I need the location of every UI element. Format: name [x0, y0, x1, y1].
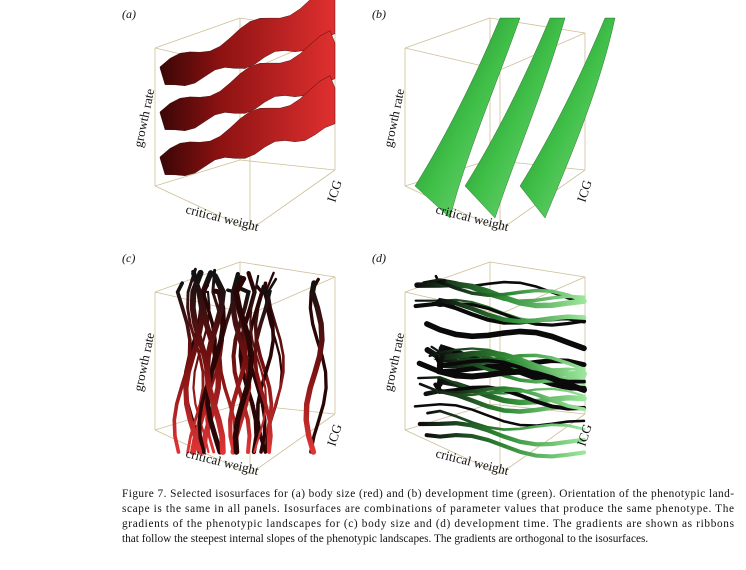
ribbon [232, 275, 255, 455]
panel-label: (c) [122, 251, 135, 265]
ribbon [183, 271, 205, 455]
ribbon [230, 275, 252, 455]
panel: (a) growth rate critical weight ICG [122, 0, 345, 234]
caption-line: that follow the steepest internal slopes… [122, 533, 648, 545]
ribbon [417, 421, 587, 447]
ribbon [430, 345, 586, 371]
surfaces [413, 274, 587, 459]
isosurface [519, 17, 616, 219]
caption-line: Figure 7. Selected isosurfaces for (a) b… [122, 488, 734, 500]
caption-line: scape is the same in all panels. Isosurf… [122, 503, 734, 515]
ribbon [417, 376, 586, 398]
y-axis-label: growth rate [130, 87, 157, 149]
box-edge [154, 159, 241, 187]
panel-label: (d) [372, 251, 386, 265]
y-axis-label: growth rate [380, 87, 407, 149]
isosurface [159, 75, 336, 176]
panel: (b) growth rate critical weight ICG [372, 7, 616, 234]
box-edge [404, 17, 491, 49]
ribbon [434, 279, 586, 303]
isosurface [464, 17, 566, 219]
isosurface [159, 30, 336, 131]
ribbon [186, 267, 205, 454]
ribbon [434, 297, 587, 324]
box-edge [239, 403, 336, 415]
ribbon [434, 355, 586, 384]
ribbon [413, 402, 586, 427]
box-edge [154, 17, 241, 49]
ribbon [205, 268, 225, 454]
panel-label: (b) [372, 7, 386, 21]
box-edge [499, 276, 586, 315]
box-edge [404, 429, 501, 475]
ribbon [308, 277, 328, 454]
box-edge [249, 413, 336, 475]
ribbon [252, 289, 273, 454]
isosurface [414, 17, 521, 219]
z-axis-label: ICG [324, 178, 345, 204]
box-edge [489, 261, 586, 278]
ribbon [424, 321, 587, 352]
ribbon [249, 274, 268, 454]
surfaces [414, 17, 616, 219]
panel: (d) growth rate critical weight ICG [372, 251, 595, 478]
ribbon [424, 433, 587, 459]
surfaces [159, 0, 336, 176]
y-axis-label: growth rate [380, 331, 407, 393]
ribbon [303, 280, 325, 455]
ribbon [197, 283, 217, 454]
isosurface [159, 0, 336, 86]
box-edge [249, 169, 336, 231]
caption-line: gradients of the phenotypic landscapes f… [122, 518, 734, 530]
ribbon [204, 273, 226, 455]
box-edge [154, 185, 251, 231]
ribbon [437, 378, 587, 406]
ribbon [418, 382, 586, 412]
ribbon [426, 409, 586, 431]
ribbon [231, 286, 252, 455]
x-axis-label: critical weight [184, 201, 261, 234]
box-edge [239, 261, 336, 278]
y-axis-label: growth rate [130, 331, 157, 393]
z-axis-label: ICG [574, 178, 595, 204]
box-edge [239, 159, 336, 171]
x-axis-label: critical weight [434, 445, 511, 478]
x-axis-label: critical weight [434, 201, 511, 234]
surfaces [172, 267, 328, 455]
ribbon [255, 281, 276, 454]
panel-label: (a) [122, 7, 136, 21]
z-axis-label: ICG [324, 422, 345, 448]
z-axis-label: ICG [574, 422, 595, 448]
